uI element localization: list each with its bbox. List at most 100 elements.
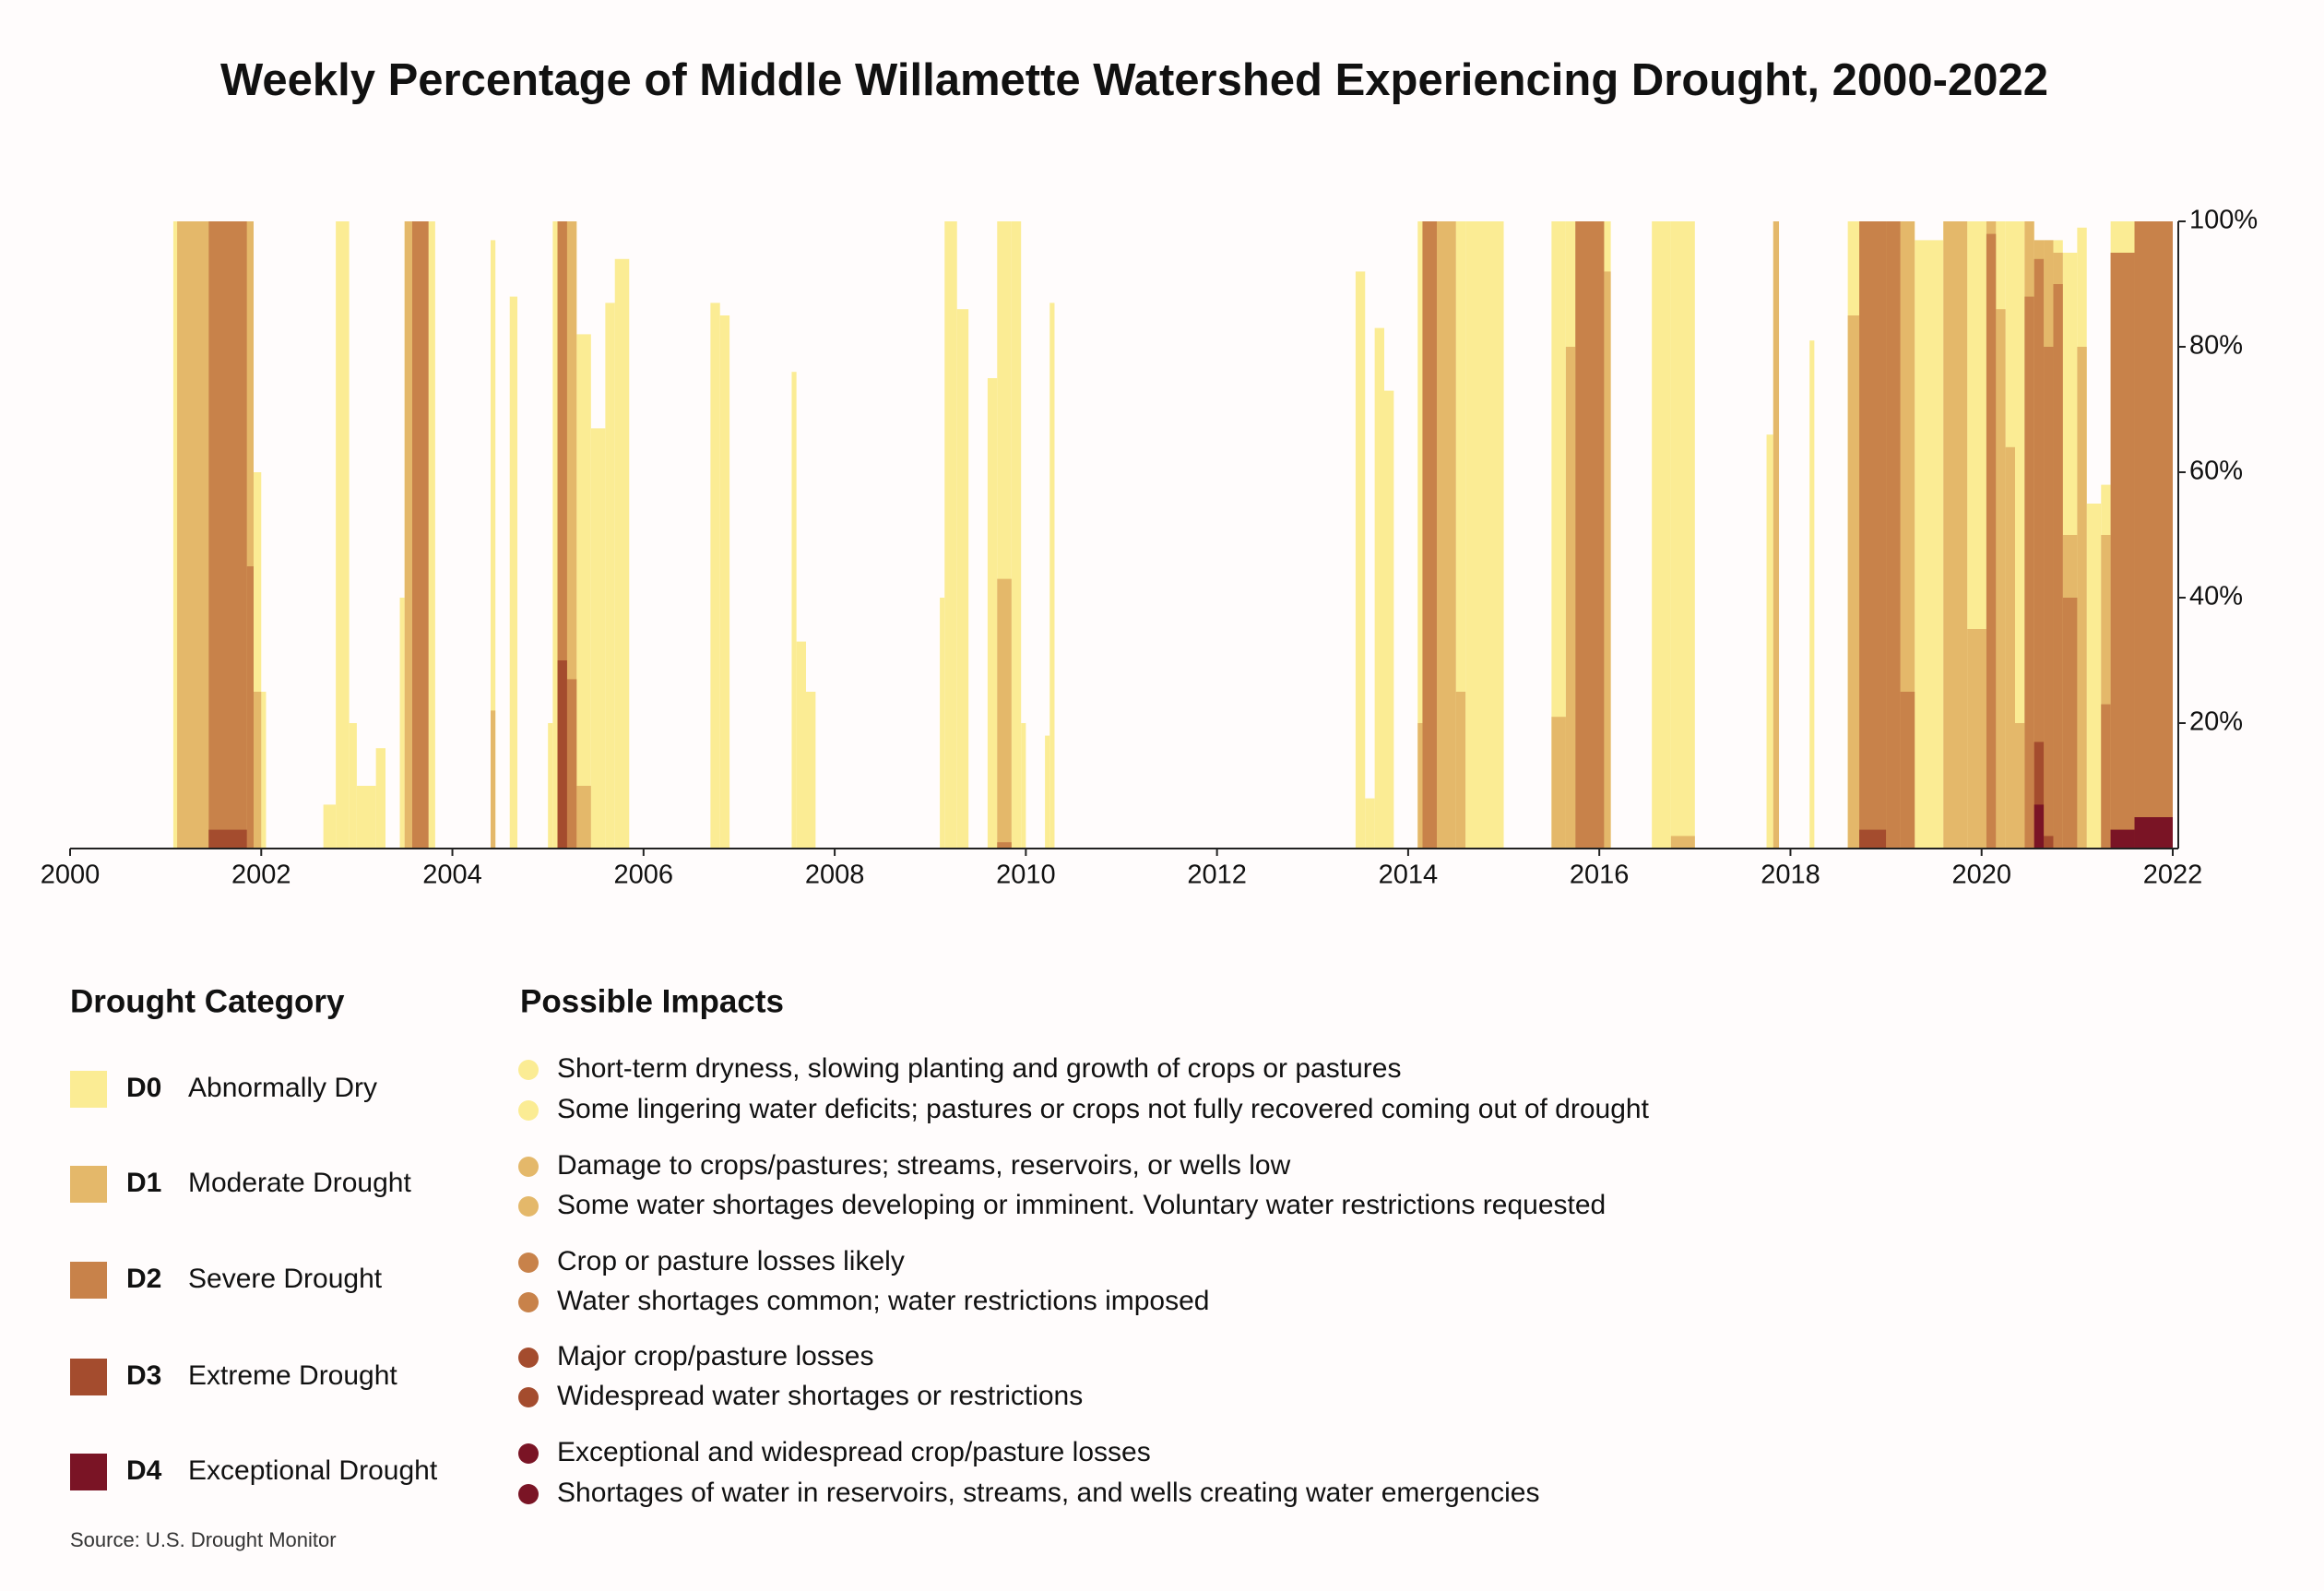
legend-swatch	[70, 1071, 107, 1108]
area-step	[2015, 723, 2025, 849]
x-tick-label: 2018	[1761, 861, 1820, 890]
legend-title: Drought Category	[70, 983, 345, 1019]
area-step	[987, 378, 998, 849]
impact-text: Widespread water shortages or restrictio…	[557, 1381, 1083, 1411]
impact-dot	[518, 1253, 539, 1273]
x-tick-label: 2006	[614, 861, 674, 890]
x-tick-label: 2000	[41, 861, 101, 890]
area-step	[253, 692, 262, 849]
area-step	[1049, 303, 1055, 849]
area-step	[1900, 692, 1915, 849]
area-step	[576, 334, 591, 849]
x-tick-label: 2004	[422, 861, 482, 890]
area-step	[1437, 221, 1456, 849]
area-step	[605, 303, 615, 849]
area-step	[614, 258, 630, 849]
legend-swatch	[70, 1262, 107, 1299]
impact-dot	[518, 1060, 539, 1080]
area-step	[323, 804, 337, 849]
area-step	[2134, 221, 2173, 849]
impact-dot	[518, 1484, 539, 1504]
area-step	[1575, 221, 1605, 849]
impact-text: Crop or pasture losses likely	[557, 1246, 905, 1276]
area-step	[1422, 221, 1437, 849]
area-step	[177, 221, 209, 849]
area-step	[1670, 836, 1695, 849]
area-step	[491, 710, 496, 849]
area-step	[172, 221, 178, 849]
area-step	[1943, 221, 1968, 849]
area-step	[806, 692, 816, 849]
area-step	[2110, 253, 2135, 849]
area-step	[1465, 221, 1504, 849]
area-step	[566, 679, 577, 849]
area-step	[246, 566, 254, 849]
impact-text: Major crop/pasture losses	[557, 1341, 873, 1371]
area-step	[491, 240, 496, 849]
area-step	[552, 221, 558, 849]
area-step	[1967, 629, 1986, 849]
area-step	[791, 372, 797, 849]
area-step	[509, 296, 518, 849]
area-step	[2044, 836, 2054, 849]
area-step	[1859, 221, 1887, 849]
area-step	[956, 309, 969, 849]
impact-dot	[518, 1387, 539, 1407]
area-step	[2034, 258, 2045, 849]
area-step	[1045, 735, 1050, 849]
legend-label: Extreme Drought	[188, 1360, 397, 1391]
area-step	[796, 641, 806, 849]
area-step	[1847, 315, 1860, 849]
area-step	[1021, 723, 1026, 849]
legend-code: D2	[126, 1264, 161, 1294]
area-step	[1417, 723, 1423, 849]
area-step	[997, 842, 1012, 849]
source: Source: U.S. Drought Monitor	[70, 1528, 337, 1551]
impact-text: Shortages of water in reservoirs, stream…	[557, 1478, 1539, 1508]
area-step	[1417, 221, 1423, 849]
legend-swatch	[70, 1359, 107, 1395]
area-step	[1859, 829, 1887, 849]
legend-swatch	[70, 1166, 107, 1203]
area-step	[548, 723, 553, 849]
area-step	[1011, 221, 1022, 849]
area-step	[428, 221, 435, 849]
area-step	[576, 786, 591, 849]
area-step	[1886, 221, 1901, 849]
y-tick-label: 60%	[2189, 457, 2243, 486]
area-step	[940, 598, 945, 849]
impact-dot	[518, 1292, 539, 1312]
impact-dot	[518, 1348, 539, 1368]
area-step	[1604, 271, 1611, 849]
impacts-title: Possible Impacts	[520, 983, 784, 1019]
area-step	[2134, 817, 2173, 849]
area-step	[997, 578, 1012, 849]
area-step	[1670, 221, 1695, 849]
x-tick-label: 2022	[2143, 861, 2203, 890]
area-step	[2086, 504, 2102, 849]
area-step	[1996, 309, 2006, 849]
legend-label: Exceptional Drought	[188, 1455, 438, 1486]
legend-code: D1	[126, 1168, 161, 1198]
area-step	[1365, 798, 1375, 849]
legend-code: D3	[126, 1360, 161, 1391]
area-step	[2101, 704, 2111, 849]
legend-swatch	[70, 1454, 107, 1490]
impact-dot	[518, 1443, 539, 1464]
area-step	[2034, 742, 2045, 849]
impact-text: Some lingering water deficits; pastures …	[557, 1094, 1650, 1124]
area-step	[1455, 221, 1466, 849]
area-step	[261, 692, 267, 849]
area-step	[404, 221, 413, 849]
area-step	[590, 428, 606, 849]
area-step	[208, 829, 247, 849]
area-step	[2101, 535, 2111, 849]
legend-label: Abnormally Dry	[188, 1073, 377, 1103]
x-tick-label: 2020	[1951, 861, 2011, 890]
area-step	[2110, 829, 2135, 849]
impact-text: Damage to crops/pastures; streams, reser…	[557, 1150, 1291, 1181]
area-step	[1551, 717, 1566, 849]
area-step	[1455, 692, 1466, 849]
area-step	[246, 221, 254, 849]
area-step	[1809, 340, 1815, 849]
